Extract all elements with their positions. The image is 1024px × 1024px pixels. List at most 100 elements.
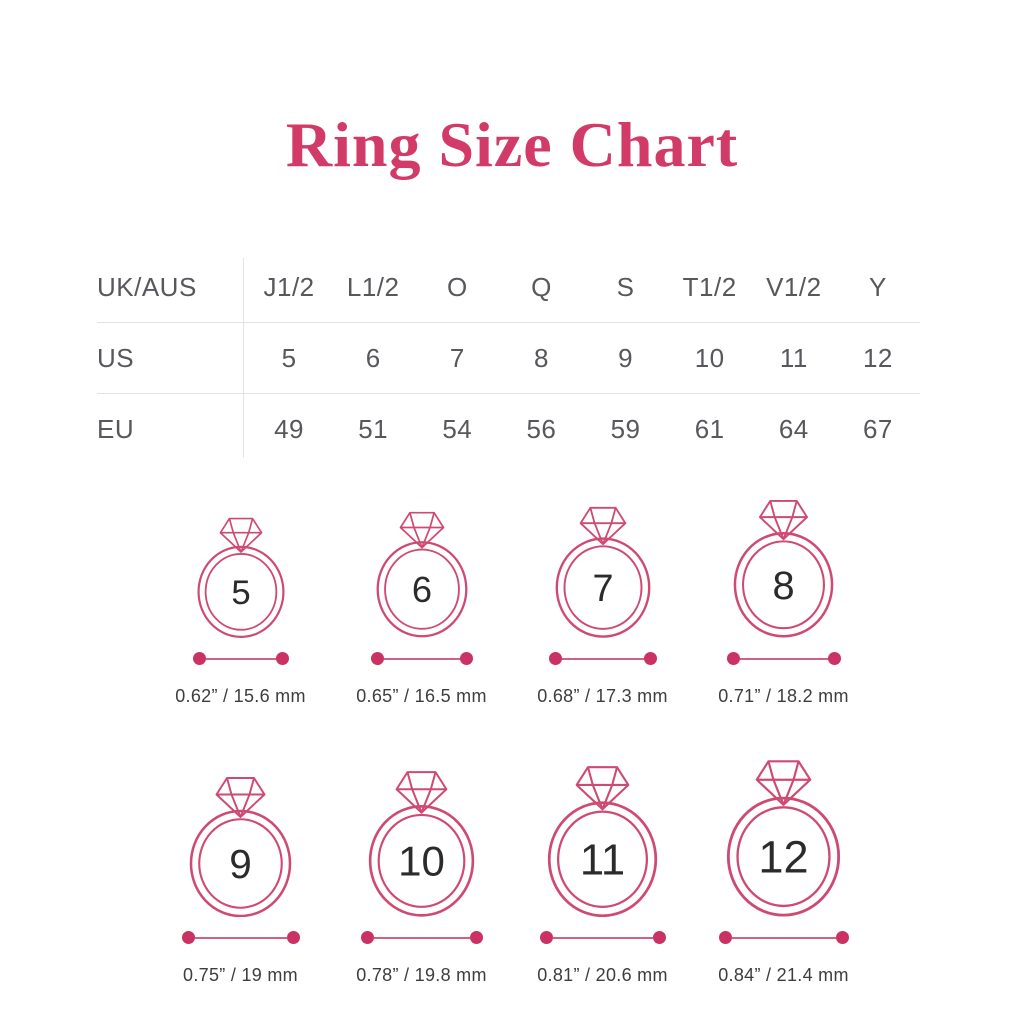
table-cell: J1/2 bbox=[263, 271, 315, 302]
measure-dot-icon bbox=[370, 652, 384, 665]
diameter-label: 0.62” / 15.6 mm bbox=[175, 686, 306, 706]
diamond-ring-icon: 6 bbox=[376, 512, 467, 638]
size-conversion-table: UK/AUS J1/2 L1/2 O Q S T1/2 V1/2 Y US 5 … bbox=[97, 252, 920, 464]
diameter-label: 0.78” / 19.8 mm bbox=[356, 965, 487, 985]
measure-rule bbox=[383, 657, 460, 660]
diameter-measure-line bbox=[181, 931, 300, 944]
table-vertical-divider bbox=[243, 258, 244, 458]
ring-us-size: 12 bbox=[758, 832, 808, 883]
measure-dot-icon bbox=[548, 652, 562, 665]
ring-us-size: 10 bbox=[398, 838, 445, 885]
measure-rule bbox=[373, 936, 470, 939]
diameter-label: 0.84” / 21.4 mm bbox=[718, 965, 849, 985]
table-cell: 6 bbox=[365, 342, 381, 373]
diameter-label: 0.68” / 17.3 mm bbox=[537, 686, 668, 706]
measure-rule bbox=[739, 657, 828, 660]
diamond-ring-icon: 9 bbox=[189, 776, 292, 917]
diamond-ring-icon: 7 bbox=[555, 506, 650, 638]
ring-size-card-12: 12 0.84” / 21.4 mm bbox=[693, 757, 874, 986]
table-cell: 9 bbox=[618, 342, 634, 373]
measure-dot-icon bbox=[539, 931, 553, 944]
diameter-measure-line bbox=[360, 931, 483, 944]
table-cell: 7 bbox=[449, 342, 465, 373]
diamond-ring-icon: 5 bbox=[196, 517, 285, 638]
measure-dot-icon bbox=[835, 931, 849, 944]
ring-size-card-10: 10 0.78” / 19.8 mm bbox=[331, 757, 512, 986]
measure-dot-icon bbox=[726, 652, 740, 665]
measure-rule bbox=[552, 936, 653, 939]
measure-dot-icon bbox=[469, 931, 483, 944]
ring-size-card-8: 8 0.71” / 18.2 mm bbox=[693, 500, 874, 707]
table-cell: Y bbox=[869, 271, 887, 302]
measure-rule bbox=[194, 936, 287, 939]
measure-dot-icon bbox=[718, 931, 732, 944]
ring-size-card-7: 7 0.68” / 17.3 mm bbox=[512, 500, 693, 707]
row-label-eu: EU bbox=[97, 413, 135, 444]
diamond-ring-icon: 11 bbox=[547, 765, 658, 917]
ring-us-size: 8 bbox=[772, 564, 794, 608]
ring-size-card-6: 6 0.65” / 16.5 mm bbox=[331, 500, 512, 707]
table-cell: S bbox=[616, 271, 635, 302]
measure-dot-icon bbox=[652, 931, 666, 944]
ring-size-card-5: 5 0.62” / 15.6 mm bbox=[150, 500, 331, 707]
table-cell: 59 bbox=[610, 413, 641, 444]
table-row-us: US 5 6 7 8 9 10 11 12 bbox=[97, 323, 920, 394]
table-cell: 5 bbox=[281, 342, 297, 373]
ring-us-size: 7 bbox=[592, 568, 613, 610]
table-cell: 67 bbox=[862, 413, 893, 444]
table-cell: 61 bbox=[694, 413, 725, 444]
measure-rule bbox=[561, 657, 644, 660]
row-values-us: 5 6 7 8 9 10 11 12 bbox=[247, 343, 920, 374]
ring-us-size: 5 bbox=[231, 574, 250, 612]
diameter-label: 0.75” / 19 mm bbox=[183, 965, 298, 985]
table-cell: 11 bbox=[779, 342, 808, 373]
ring-us-size: 6 bbox=[411, 569, 431, 610]
table-cell: 10 bbox=[694, 342, 725, 373]
table-cell: V1/2 bbox=[766, 271, 822, 302]
table-cell: T1/2 bbox=[682, 271, 737, 302]
diameter-label: 0.71” / 18.2 mm bbox=[718, 686, 849, 706]
measure-rule bbox=[205, 657, 276, 660]
diameter-measure-line bbox=[548, 652, 657, 665]
diamond-ring-icon: 8 bbox=[733, 500, 834, 638]
table-cell: 12 bbox=[862, 342, 893, 373]
diameter-measure-line bbox=[726, 652, 841, 665]
table-cell: 64 bbox=[778, 413, 809, 444]
ring-row-2: 9 0.75” / 19 mm bbox=[150, 757, 874, 986]
measure-dot-icon bbox=[181, 931, 195, 944]
diameter-measure-line bbox=[370, 652, 473, 665]
ring-size-card-11: 11 0.81” / 20.6 mm bbox=[512, 757, 693, 986]
row-values-eu: 49 51 54 56 59 61 64 67 bbox=[247, 414, 920, 445]
page-title: Ring Size Chart bbox=[285, 109, 739, 180]
table-cell: 54 bbox=[442, 413, 473, 444]
measure-dot-icon bbox=[360, 931, 374, 944]
diamond-ring-icon: 10 bbox=[368, 771, 475, 917]
table-cell: 49 bbox=[274, 413, 305, 444]
measure-dot-icon bbox=[192, 652, 206, 665]
table-cell: 56 bbox=[526, 413, 557, 444]
measure-rule bbox=[731, 936, 836, 939]
measure-dot-icon bbox=[459, 652, 473, 665]
diameter-measure-line bbox=[192, 652, 289, 665]
row-label-uk-aus: UK/AUS bbox=[97, 271, 197, 302]
measure-dot-icon bbox=[643, 652, 657, 665]
table-cell: Q bbox=[531, 271, 552, 302]
table-row-eu: EU 49 51 54 56 59 61 64 67 bbox=[97, 394, 920, 464]
diameter-measure-line bbox=[539, 931, 666, 944]
ring-us-size: 9 bbox=[229, 840, 252, 886]
measure-dot-icon bbox=[286, 931, 300, 944]
table-cell: 51 bbox=[358, 413, 389, 444]
table-cell: 8 bbox=[533, 342, 549, 373]
ring-row-1: 5 0.62” / 15.6 mm bbox=[150, 500, 874, 707]
diameter-label: 0.65” / 16.5 mm bbox=[356, 686, 487, 706]
table-cell: O bbox=[446, 271, 468, 302]
ring-diagrams: 5 0.62” / 15.6 mm bbox=[150, 500, 874, 986]
row-label-us: US bbox=[97, 342, 135, 373]
measure-dot-icon bbox=[827, 652, 841, 665]
diameter-label: 0.81” / 20.6 mm bbox=[537, 965, 668, 985]
measure-dot-icon bbox=[275, 652, 289, 665]
ring-us-size: 11 bbox=[580, 836, 625, 884]
diameter-measure-line bbox=[718, 931, 849, 944]
table-cell: L1/2 bbox=[346, 271, 400, 302]
